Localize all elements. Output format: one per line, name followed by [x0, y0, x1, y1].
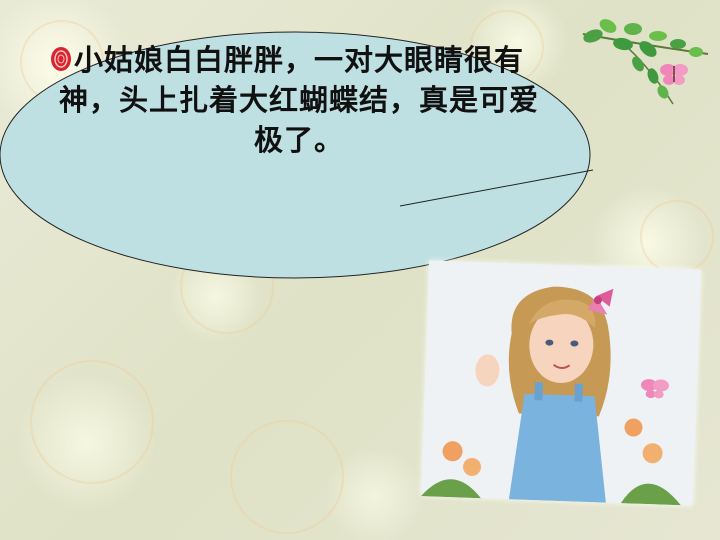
speech-bubble-body [0, 31, 591, 279]
sparkle-decoration [30, 360, 154, 484]
sparkle-decoration [230, 420, 344, 534]
bubble-text-line-1: 小姑娘白白胖胖，一对大眼睛很有 [73, 43, 524, 77]
red-bullet-icon [51, 47, 71, 71]
bubble-text: 小姑娘白白胖胖，一对大眼睛很有 神，头上扎着大红蝴蝶结，真是可爱 极了。 [0, 40, 598, 160]
girl-illustration [420, 260, 702, 506]
bubble-text-line-2: 神，头上扎着大红蝴蝶结，真是可爱 [58, 83, 539, 117]
bubble-text-line-3: 极了。 [253, 123, 344, 157]
speech-bubble-tail [399, 169, 594, 207]
leaf-branch-butterfly-icon [582, 19, 709, 105]
